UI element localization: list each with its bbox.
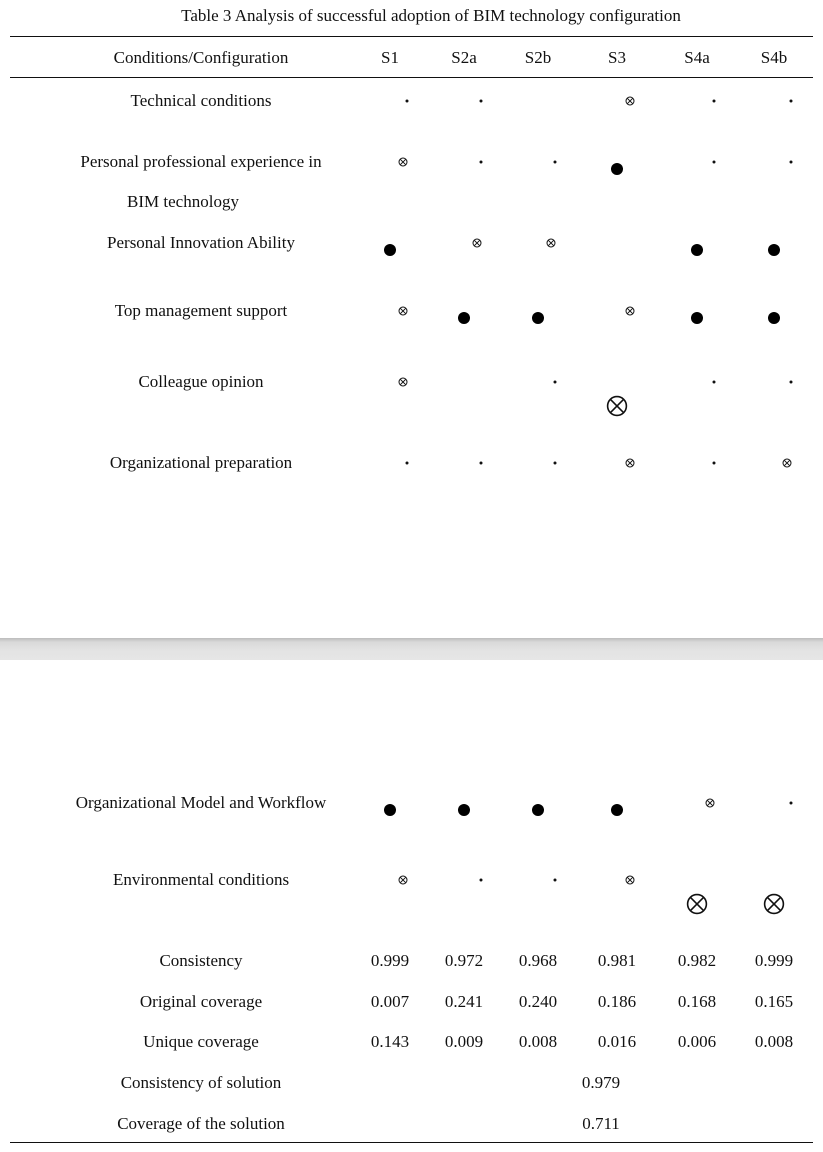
absence-small-circle-cross: [398, 875, 408, 885]
header-column-s4b: S4b: [760, 48, 788, 67]
core-absence-circle-cross: [763, 893, 785, 915]
document-page-2: Organizational Model and Workflow Enviro…: [0, 660, 823, 1152]
core-presence-filled-circle: [458, 804, 470, 816]
table-caption: Table 3 Analysis of successful adoption …: [181, 6, 681, 25]
presence-small-dot: [479, 160, 483, 164]
solution-consistency-value: 0.979: [581, 1073, 621, 1092]
condition-label-continuation: BIM technology: [127, 192, 239, 211]
header-bottom-rule: [10, 77, 813, 78]
presence-small-dot: [712, 380, 716, 384]
presence-small-dot: [405, 461, 409, 465]
absence-small-circle-cross: [625, 875, 635, 885]
absence-small-circle-cross: [398, 157, 408, 167]
core-absence-circle-cross: [686, 893, 708, 915]
metric-value: 0.982: [677, 951, 717, 970]
header-column-s2b: S2b: [524, 48, 552, 67]
absence-small-circle-cross: [472, 238, 482, 248]
core-presence-filled-circle: [611, 163, 623, 175]
absence-small-circle-cross: [782, 458, 792, 468]
core-presence-filled-circle: [768, 312, 780, 324]
condition-label: Colleague opinion: [138, 372, 264, 391]
presence-small-dot: [789, 99, 793, 103]
core-absence-circle-cross: [606, 395, 628, 417]
condition-label: Personal Innovation Ability: [107, 233, 295, 252]
metric-value: 0.168: [677, 992, 717, 1011]
header-column-s3: S3: [608, 48, 626, 67]
solution-coverage-value: 0.711: [582, 1114, 620, 1133]
metric-value: 0.981: [597, 951, 637, 970]
metric-value: 0.016: [597, 1032, 637, 1051]
metric-value: 0.240: [518, 992, 558, 1011]
core-presence-filled-circle: [691, 312, 703, 324]
presence-small-dot: [479, 878, 483, 882]
table-bottom-rule: [10, 1142, 813, 1143]
presence-small-dot: [553, 380, 557, 384]
presence-small-dot: [553, 160, 557, 164]
absence-small-circle-cross: [398, 377, 408, 387]
metric-label-unique-coverage: Unique coverage: [143, 1032, 259, 1051]
header-conditions-configuration: Conditions/Configuration: [113, 48, 289, 67]
metric-value: 0.999: [754, 951, 794, 970]
document-page-1: Table 3 Analysis of successful adoption …: [10, 6, 813, 472]
absence-small-circle-cross: [546, 238, 556, 248]
metric-value: 0.972: [444, 951, 484, 970]
metric-label-consistency: Consistency: [159, 951, 243, 970]
presence-small-dot: [479, 461, 483, 465]
core-presence-filled-circle: [384, 804, 396, 816]
presence-small-dot: [553, 878, 557, 882]
condition-label: Organizational Model and Workflow: [75, 793, 327, 812]
page-separator: [0, 638, 823, 660]
metric-value: 0.006: [677, 1032, 717, 1051]
metric-value: 0.968: [518, 951, 558, 970]
absence-small-circle-cross: [398, 306, 408, 316]
presence-small-dot: [712, 99, 716, 103]
table-top-rule: [10, 36, 813, 37]
absence-small-circle-cross: [705, 798, 715, 808]
metric-value: 0.165: [754, 992, 794, 1011]
header-column-s2a: S2a: [451, 48, 477, 67]
condition-label: Environmental conditions: [112, 870, 290, 889]
presence-small-dot: [553, 461, 557, 465]
presence-small-dot: [789, 160, 793, 164]
condition-label: Personal professional experience in: [80, 152, 322, 171]
condition-label: Top management support: [114, 301, 288, 320]
presence-small-dot: [405, 99, 409, 103]
metric-value: 0.009: [444, 1032, 484, 1051]
metric-value: 0.143: [370, 1032, 410, 1051]
metric-value: 0.008: [754, 1032, 794, 1051]
core-presence-filled-circle: [532, 804, 544, 816]
metric-value: 0.007: [370, 992, 410, 1011]
metric-value: 0.186: [597, 992, 637, 1011]
solution-coverage-label: Coverage of the solution: [117, 1114, 285, 1133]
presence-small-dot: [712, 461, 716, 465]
presence-small-dot: [789, 801, 793, 805]
absence-small-circle-cross: [625, 96, 635, 106]
core-presence-filled-circle: [458, 312, 470, 324]
core-presence-filled-circle: [768, 244, 780, 256]
metric-value: 0.999: [370, 951, 410, 970]
presence-small-dot: [479, 99, 483, 103]
condition-label: Organizational preparation: [109, 453, 293, 472]
header-column-s1: S1: [381, 48, 399, 67]
metric-label-original-coverage: Original coverage: [139, 992, 263, 1011]
metric-value: 0.241: [444, 992, 484, 1011]
core-presence-filled-circle: [532, 312, 544, 324]
core-presence-filled-circle: [384, 244, 396, 256]
metric-value: 0.008: [518, 1032, 558, 1051]
solution-consistency-label: Consistency of solution: [120, 1073, 282, 1092]
core-presence-filled-circle: [611, 804, 623, 816]
absence-small-circle-cross: [625, 458, 635, 468]
absence-small-circle-cross: [625, 306, 635, 316]
presence-small-dot: [789, 380, 793, 384]
presence-small-dot: [712, 160, 716, 164]
condition-label: Technical conditions: [130, 91, 272, 110]
core-presence-filled-circle: [691, 244, 703, 256]
header-column-s4a: S4a: [684, 48, 710, 67]
